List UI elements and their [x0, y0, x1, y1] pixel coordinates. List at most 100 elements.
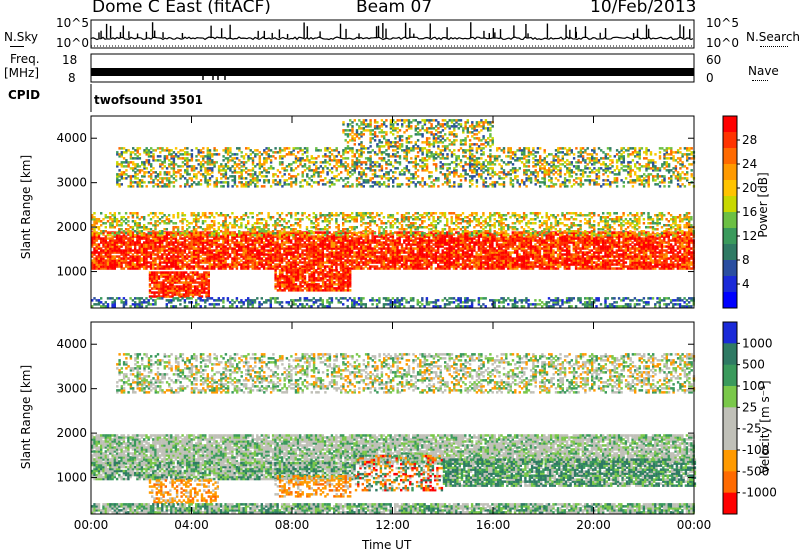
power-cell [380, 267, 383, 270]
power-cell [595, 239, 598, 242]
power-cell [152, 267, 155, 270]
power-cell [173, 293, 177, 296]
power-cell [326, 287, 329, 290]
power-cell [545, 267, 548, 270]
power-cell [176, 261, 180, 264]
power-cell [552, 257, 555, 260]
power-cell [164, 279, 167, 282]
power-cell [155, 287, 158, 290]
power-cell [658, 235, 661, 238]
power-cell [414, 259, 417, 262]
power-cell [213, 257, 216, 260]
power-cell [654, 241, 657, 244]
power-cell [115, 241, 119, 244]
power-cell [624, 245, 628, 248]
power-cell [421, 267, 424, 270]
power-cell [574, 241, 578, 244]
power-cell [129, 243, 132, 246]
power-cell [342, 267, 345, 270]
power-cell [579, 237, 582, 240]
power-cell [166, 291, 170, 294]
power-cell [615, 263, 618, 266]
power-cell [192, 245, 196, 248]
power-cell [654, 249, 657, 252]
power-cell [292, 255, 295, 258]
power-cell [308, 259, 311, 262]
power-cell [242, 233, 245, 236]
power-cell [572, 247, 575, 250]
power-cell [315, 289, 318, 292]
power-cell [233, 257, 236, 260]
power-cell [531, 237, 535, 240]
power-cell [626, 237, 630, 240]
power-cell [301, 249, 304, 252]
power-cell [432, 239, 435, 242]
power-cell [314, 261, 318, 264]
power-cell [317, 249, 320, 252]
power-cell [486, 263, 490, 266]
power-cell [299, 275, 302, 278]
power-cell [373, 247, 377, 250]
power-cell [385, 233, 388, 236]
power-cell [588, 259, 591, 262]
power-cell [470, 239, 474, 242]
power-cell [611, 249, 614, 252]
power-cell [495, 245, 499, 248]
power-cell [191, 277, 195, 280]
power-cell [215, 263, 218, 266]
power-cell [278, 289, 282, 292]
power-cell [321, 239, 324, 242]
power-cell [412, 249, 415, 252]
power-cell [486, 245, 490, 248]
power-cell [459, 257, 462, 260]
power-cell [387, 251, 390, 254]
power-cell [224, 251, 227, 254]
power-cell [346, 249, 349, 252]
power-cell [525, 263, 528, 266]
power-cell [425, 239, 429, 242]
power-cell [500, 255, 503, 258]
power-cell [665, 267, 668, 270]
power-cell [157, 285, 161, 288]
power-cell [337, 239, 340, 242]
power-cell [676, 263, 680, 266]
power-cell [529, 255, 533, 258]
power-cell [219, 267, 223, 270]
power-cell [233, 243, 236, 246]
power-cell [427, 259, 431, 262]
power-cell [194, 281, 197, 284]
power-cell [559, 263, 562, 266]
power-cell [210, 263, 214, 266]
power-cell [242, 245, 245, 248]
power-cell [140, 253, 144, 256]
power-cell [153, 283, 156, 286]
power-cell [507, 239, 510, 242]
power-cell [340, 275, 343, 278]
power-cell [333, 257, 336, 260]
power-cell [396, 263, 399, 266]
power-cell [520, 237, 523, 240]
power-cell [115, 247, 119, 250]
power-cell [166, 293, 170, 296]
power-cell [290, 279, 293, 282]
power-cell [288, 275, 291, 278]
power-cell [518, 259, 521, 262]
power-cell [645, 239, 648, 242]
power-cell [511, 245, 514, 248]
power-cell [296, 239, 300, 242]
power-cell [278, 265, 282, 268]
power-cell [294, 249, 297, 252]
power-cell [167, 251, 171, 254]
power-cell [281, 269, 284, 272]
power-cell [412, 261, 415, 264]
power-cell [572, 237, 575, 240]
power-cell [563, 241, 566, 244]
power-cell [152, 251, 155, 254]
power-cell [464, 255, 467, 258]
power-cell [283, 253, 286, 256]
power-cell [647, 265, 650, 268]
power-cell [95, 265, 98, 268]
power-cell [364, 237, 367, 240]
power-cell [258, 257, 261, 260]
power-cell [156, 245, 159, 248]
